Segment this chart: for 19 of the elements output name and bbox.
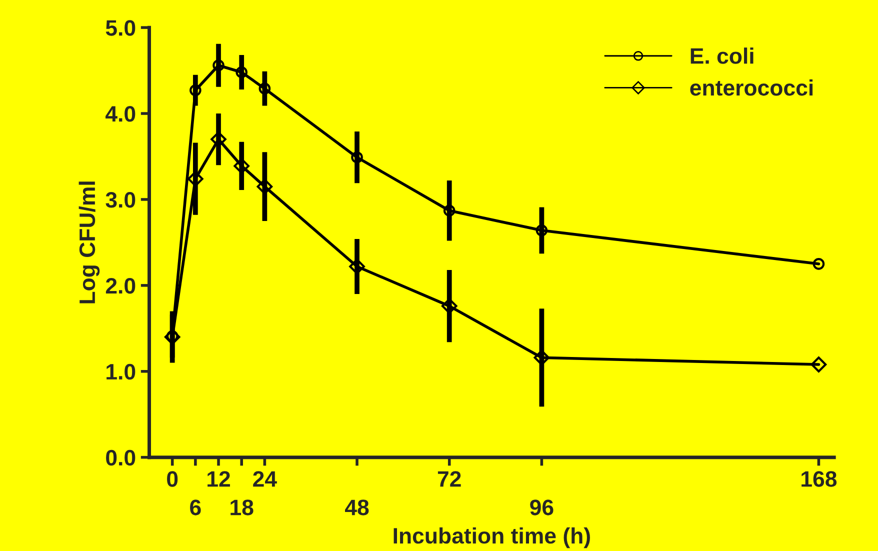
x-tick-label: 12 [208,471,230,487]
y-tick-label: 1.0 [106,364,136,380]
x-tick-label: 72 [438,471,461,487]
y-tick-label: 5.0 [106,20,136,36]
y-tick-label: 0.0 [106,450,136,466]
x-axis-title: Incubation time (h) [394,527,590,548]
y-tick-label: 4.0 [106,106,136,122]
x2-tick-label: 6 [190,500,201,516]
x-tick-label: 24 [253,471,277,487]
legend-label: enterococci [690,79,813,96]
x-tick-label: 0 [167,471,178,487]
legend-label: E. coli [690,48,754,64]
y-axis-title: Log CFU/ml [78,182,100,304]
x2-tick-label: 18 [230,500,254,516]
y-tick-label: 3.0 [106,192,136,208]
x-tick-label: 168 [802,471,837,487]
x2-tick-label: 48 [345,500,369,516]
y-tick-label: 2.0 [106,278,136,294]
x2-tick-label: 96 [530,500,554,516]
